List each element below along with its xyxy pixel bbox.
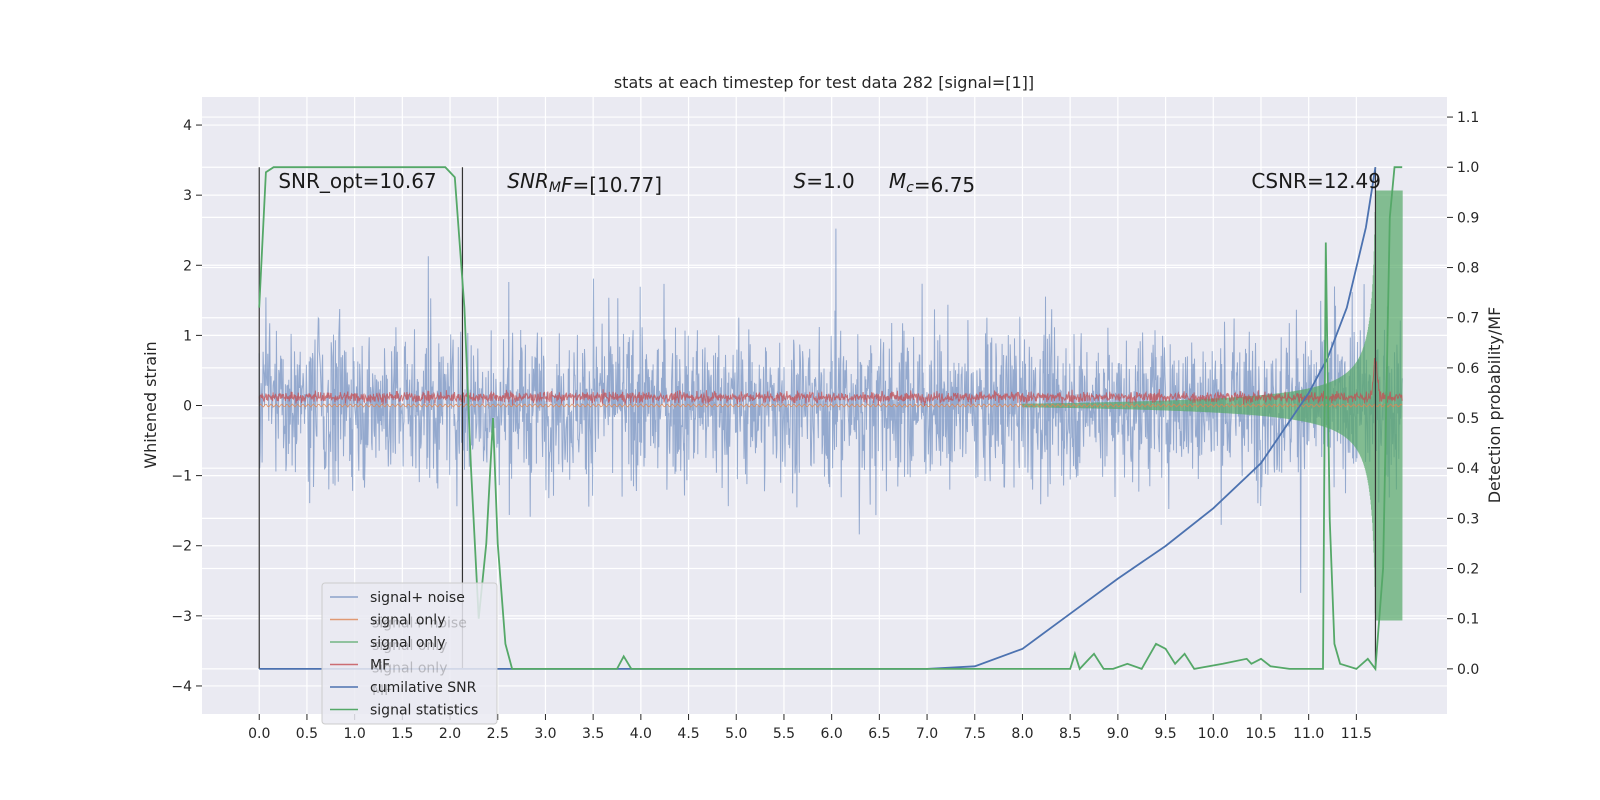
legend-label: signal+ noise [370,590,465,606]
legend-label: MF [370,658,390,674]
annotation-part: S [793,169,806,193]
series-mf [258,358,1403,407]
annotations: SNR_opt=10.67 SNRMF=[10.77] S=1.0 Mc=6.75 CS… [278,169,1381,197]
annotation-part: F [561,173,573,197]
series-signal-only-orange [258,403,1403,408]
x-tick-label: 10.0 [1198,726,1229,742]
annotation-text: SNR_opt=10.67 [278,169,436,193]
legend-ghost-label: MF [372,683,392,699]
series-signal-statistics [258,166,1403,672]
right-tick-label: 1.0 [1457,160,1479,176]
right-axis-label: Detection probability/MF [1485,307,1504,504]
right-tick-label: 0.4 [1457,461,1479,477]
right-tick-label: 0.6 [1457,361,1479,377]
annotation-part: M [549,180,561,196]
right-tick-label: 0.0 [1457,662,1479,678]
right-tick-label: 0.7 [1457,311,1479,327]
x-tick-label: 3.5 [582,726,604,742]
annotation-part: c [906,180,914,196]
series-cumulative-snr [259,167,1377,670]
x-tick-label: 6.0 [821,726,843,742]
legend-box [321,582,498,725]
legend-ghost-label: signal+ noise [372,616,467,632]
left-tick-label: −2 [171,539,192,555]
left-tick-label: −3 [171,609,192,625]
x-tick-label: 0.5 [296,726,318,742]
x-tick-label: 7.5 [964,726,986,742]
left-tick-label: −1 [171,469,192,485]
legend-label: signal statistics [370,703,478,719]
annotation-part: =6.75 [914,173,975,197]
x-tick-label: 6.5 [868,726,890,742]
x-tick-label: 8.0 [1011,726,1033,742]
x-tick-label: 4.0 [630,726,652,742]
x-tick-label: 7.0 [916,726,938,742]
left-tick-label: 1 [183,328,192,344]
annotation-text: Mc=6.75 [889,169,975,197]
chart-title: stats at each timestep for test data 282… [614,73,1034,92]
x-tick-label: 11.0 [1293,726,1324,742]
annotation-part: SNR [507,169,549,193]
right-tick-label: 0.3 [1457,511,1479,527]
left-tick-label: −4 [171,679,192,695]
x-tick-label: 1.0 [344,726,366,742]
x-tick-label: 10.5 [1245,726,1276,742]
x-axis: 0.0 0.5 1.0 1.5 2.0 2.5 3.0 3.5 4.0 4.5 5.0 5.5 6.0 6… [248,714,1372,742]
x-tick-label: 8.5 [1059,726,1081,742]
right-y-axis: 0.0 0.1 0.2 0.3 0.4 0.5 0.6 0.7 0.8 0.9 1.0 1.1 [1447,110,1479,678]
x-tick-label: 2.5 [487,726,509,742]
left-tick-label: 0 [183,399,192,415]
legend-ghost-label: signal only [372,638,447,654]
right-tick-label: 0.8 [1457,261,1479,277]
plot-area [258,166,1403,672]
right-tick-label: 1.1 [1457,110,1479,126]
left-tick-label: 2 [183,258,192,274]
x-tick-label: 5.0 [725,726,747,742]
legend-ghost-label: signal only [372,661,447,677]
x-tick-label: 1.5 [391,726,413,742]
series-signal-noise [258,228,1403,593]
left-y-axis: −4 −3 −2 −1 0 1 2 3 4 [171,118,202,695]
legend-label: cumilative SNR [370,680,477,696]
annotation-part: SNR_opt=10.67 [278,169,436,193]
left-axis-label: Whitened strain [141,341,160,468]
annotation-text: SNRMF=[10.77] [507,169,662,197]
annotation-part: =1.0 [806,169,855,193]
x-tick-label: 0.0 [248,726,270,742]
legend-label: signal only [370,613,445,629]
x-tick-label: 3.0 [534,726,556,742]
annotation-text: CSNR=12.49 [1251,169,1381,193]
left-tick-label: 4 [183,118,192,134]
right-tick-label: 0.1 [1457,612,1479,628]
x-tick-label: 9.5 [1154,726,1176,742]
x-tick-label: 9.0 [1107,726,1129,742]
x-tick-label: 11.5 [1341,726,1372,742]
left-tick-label: 3 [183,188,192,204]
x-tick-label: 4.5 [677,726,699,742]
right-tick-label: 0.5 [1457,411,1479,427]
x-tick-label: 2.0 [439,726,461,742]
x-tick-label: 5.5 [773,726,795,742]
right-tick-label: 0.2 [1457,562,1479,578]
annotation-part: CSNR=12.49 [1251,169,1381,193]
right-tick-label: 0.9 [1457,210,1479,226]
legend-label: signal only [370,635,445,651]
annotation-part: M [889,169,906,193]
annotation-text: S=1.0 [793,169,854,193]
annotation-part: =[10.77] [572,173,662,197]
